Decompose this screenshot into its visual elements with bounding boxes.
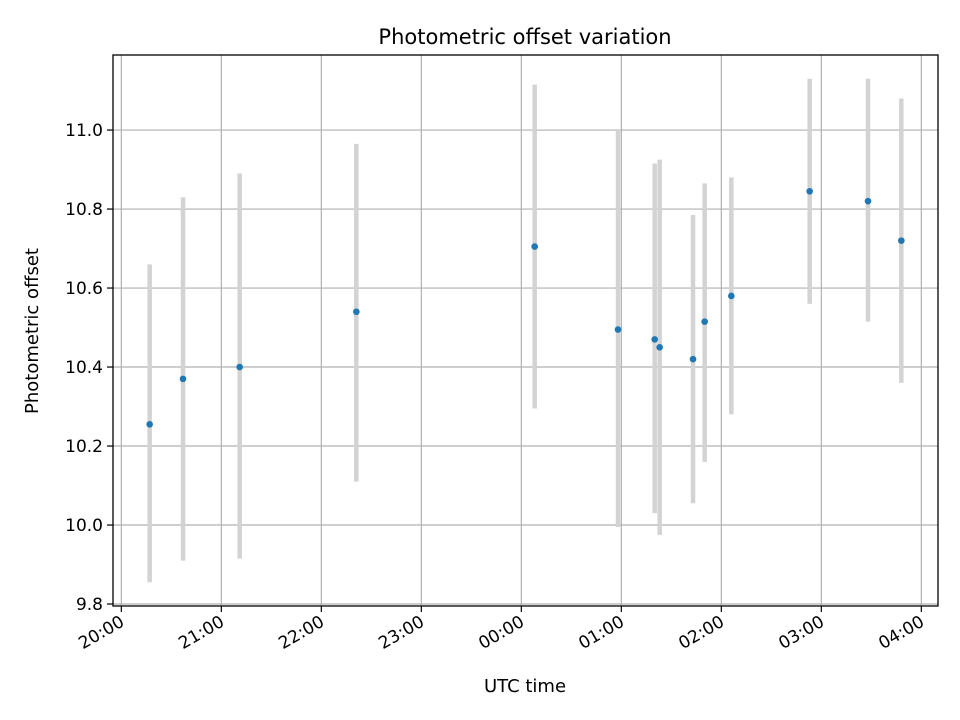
data-point (531, 243, 538, 250)
data-point (614, 326, 622, 333)
y-axis-title: Photometric offset (22, 248, 43, 414)
data-point (146, 421, 153, 428)
y-tick-label: 10.6 (65, 279, 103, 299)
data-point (864, 197, 872, 205)
data-point (701, 318, 708, 325)
data-point (656, 343, 663, 351)
data-point (728, 292, 735, 300)
data-point (806, 187, 813, 195)
chart-title: Photometric offset variation (378, 25, 671, 49)
data-point (898, 237, 905, 244)
data-points (146, 187, 905, 428)
y-tick-label: 10.0 (65, 516, 103, 536)
data-point (353, 308, 360, 316)
data-point (689, 355, 697, 363)
y-tick-label: 10.8 (65, 200, 103, 220)
x-axis-title: UTC time (484, 676, 566, 697)
y-tick-label: 9.8 (76, 595, 103, 615)
data-point (651, 336, 658, 343)
plot-frame (112, 54, 939, 607)
grid (113, 55, 938, 606)
data-point (236, 363, 243, 371)
y-tick-label: 10.4 (65, 358, 103, 378)
y-tick-label: 10.2 (65, 437, 103, 457)
data-point (179, 375, 187, 383)
y-tick-label: 11.0 (65, 121, 103, 141)
